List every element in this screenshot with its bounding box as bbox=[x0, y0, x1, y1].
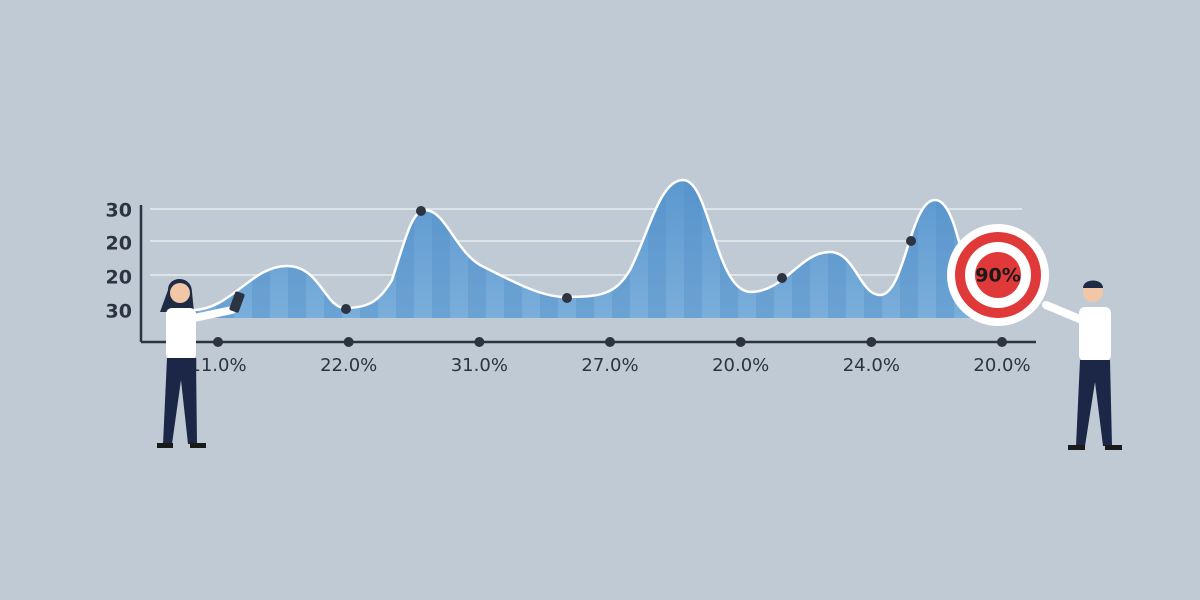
dot bbox=[906, 236, 916, 246]
x-label: 20.0% bbox=[973, 355, 1030, 376]
x-dot bbox=[474, 337, 485, 347]
x-label: 11.0% bbox=[189, 355, 246, 376]
hair bbox=[1083, 280, 1103, 288]
dot bbox=[777, 273, 787, 283]
x-label: 31.0% bbox=[451, 355, 508, 376]
x-dot bbox=[866, 337, 877, 347]
x-dot bbox=[605, 337, 615, 347]
pants bbox=[163, 358, 197, 444]
y-label: 30 bbox=[106, 301, 132, 323]
x-label: 20.0% bbox=[712, 355, 769, 376]
pants bbox=[1076, 360, 1112, 446]
x-dot bbox=[997, 337, 1007, 347]
target-label: 90% bbox=[975, 265, 1020, 287]
y-label: 20 bbox=[106, 233, 132, 255]
x-label: 24.0% bbox=[843, 355, 900, 376]
x-dot bbox=[343, 337, 354, 347]
wave-dots bbox=[341, 206, 916, 314]
shirt bbox=[1079, 307, 1111, 361]
woman bbox=[157, 278, 245, 448]
wave-line bbox=[189, 178, 986, 319]
phone bbox=[229, 291, 245, 313]
x-dot bbox=[735, 337, 746, 347]
man bbox=[1042, 280, 1122, 450]
shoe bbox=[157, 443, 173, 448]
x-dot bbox=[213, 337, 223, 347]
arm bbox=[190, 306, 236, 322]
shirt bbox=[166, 308, 196, 360]
dot bbox=[562, 293, 572, 303]
x-label: 27.0% bbox=[581, 355, 638, 376]
y-label: 20 bbox=[106, 267, 132, 289]
head bbox=[170, 283, 190, 303]
arm bbox=[1042, 301, 1086, 324]
wave-stripes bbox=[190, 180, 985, 318]
y-label: 30 bbox=[106, 200, 132, 222]
target: 90% bbox=[947, 224, 1049, 326]
dot bbox=[416, 206, 426, 216]
x-label: 22.0% bbox=[320, 355, 377, 376]
target-ring bbox=[975, 252, 1021, 298]
shoe bbox=[1105, 445, 1122, 450]
shoe bbox=[190, 443, 206, 448]
dot bbox=[341, 304, 351, 314]
shoe bbox=[1068, 445, 1085, 450]
